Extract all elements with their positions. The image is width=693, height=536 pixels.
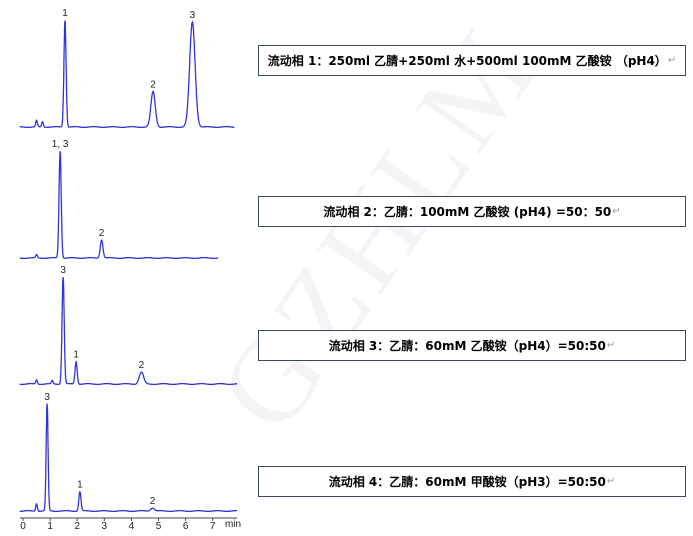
x-tick-label: 0 bbox=[20, 521, 26, 532]
peak-label: 2 bbox=[99, 228, 105, 239]
x-tick-label: 1 bbox=[47, 521, 53, 532]
chromatogram-trace-2 bbox=[19, 151, 219, 260]
peak-label: 1 bbox=[62, 8, 68, 19]
x-tick-label: 4 bbox=[129, 521, 135, 532]
condition-box-4: 流动相 4：乙腈：60mM 甲酸铵（pH3）=50:50 ↵ bbox=[258, 466, 686, 497]
peak-label: 2 bbox=[139, 360, 145, 371]
chromatogram-trace-4 bbox=[19, 403, 238, 513]
return-mark: ↵ bbox=[606, 476, 616, 487]
peak-label: 1 bbox=[73, 350, 79, 361]
return-mark: ↵ bbox=[667, 55, 677, 66]
condition-text-2: 流动相 2：乙腈：100mM 乙酸铵 (pH4) =50：50 bbox=[323, 205, 612, 219]
return-mark: ↵ bbox=[606, 340, 616, 351]
peak-label: 1, 3 bbox=[52, 139, 69, 150]
x-tick-label: 5 bbox=[156, 521, 162, 532]
condition-box-1: 流动相 1：250ml 乙腈+250ml 水+500ml 100mM 乙酸铵 （… bbox=[258, 45, 686, 76]
chromatogram-trace-3 bbox=[19, 277, 238, 386]
condition-box-2: 流动相 2：乙腈：100mM 乙酸铵 (pH4) =50：50 ↵ bbox=[258, 196, 686, 227]
return-mark: ↵ bbox=[612, 206, 621, 217]
condition-text-1: 流动相 1：250ml 乙腈+250ml 水+500ml 100mM 乙酸铵 （… bbox=[267, 54, 667, 68]
x-tick-label: 2 bbox=[74, 521, 80, 532]
x-tick-label: 3 bbox=[102, 521, 108, 532]
peak-label: 1 bbox=[77, 480, 83, 491]
condition-text-4: 流动相 4：乙腈：60mM 甲酸铵（pH3）=50:50 bbox=[328, 475, 606, 489]
peak-label: 3 bbox=[44, 392, 50, 403]
x-tick-label: 6 bbox=[183, 521, 189, 532]
peak-label: 2 bbox=[150, 496, 156, 507]
peak-label: 3 bbox=[60, 265, 66, 276]
condition-box-3: 流动相 3：乙腈：60mM 乙酸铵（pH4）=50:50 ↵ bbox=[258, 330, 686, 361]
chromatogram-trace-1 bbox=[19, 20, 235, 129]
condition-text-3: 流动相 3：乙腈：60mM 乙酸铵（pH4）=50:50 bbox=[328, 339, 606, 353]
peak-label: 3 bbox=[190, 10, 196, 21]
peak-label: 2 bbox=[150, 80, 156, 91]
x-tick-label: 7 bbox=[210, 521, 216, 532]
x-axis-label: min bbox=[225, 519, 241, 530]
